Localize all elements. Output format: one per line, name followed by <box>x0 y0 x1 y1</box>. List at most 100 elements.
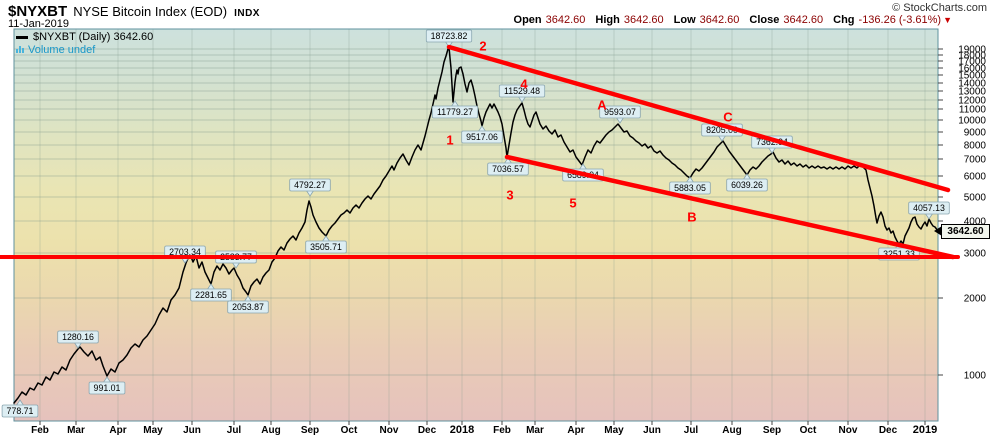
price-callout-11529.48: 11529.48 <box>498 84 546 103</box>
callout-box <box>57 330 99 344</box>
change-down-triangle-icon: ▼ <box>943 15 952 25</box>
volume-bars-icon <box>16 44 25 56</box>
y-axis-tick-label: 19000 <box>958 45 986 56</box>
volume-legend: Volume undef <box>16 44 95 56</box>
series-legend: $NYXBT (Daily) 3642.60 <box>16 31 153 43</box>
callout-box <box>599 105 641 119</box>
callout-price-text: 3251.33 <box>883 249 915 259</box>
ohlc-value-open: 3642.60 <box>545 14 586 26</box>
ohlc-label-high: High <box>595 14 620 26</box>
callout-price-text: 778.71 <box>7 406 34 416</box>
x-axis-tick-label: Nov <box>839 425 858 436</box>
callout-price-text: 1280.16 <box>62 332 94 342</box>
wave-label-B: B <box>687 210 696 225</box>
plot-area-background <box>14 29 938 421</box>
plot-border <box>13 28 939 422</box>
ohlc-label-open: Open <box>513 14 542 26</box>
price-callout-2281.65: 2281.65 <box>190 283 232 302</box>
ohlc-label-chg: Chg <box>833 14 855 26</box>
price-callout-2053.87: 2053.87 <box>227 295 269 314</box>
y-axis-tick-label: 17000 <box>958 57 986 68</box>
y-axis-tick-label: 5000 <box>964 193 987 204</box>
exchange-label: INDX <box>234 8 260 19</box>
wave-label-C: C <box>723 110 733 125</box>
callout-box <box>726 178 768 192</box>
callout-price-text: 7036.57 <box>492 164 524 174</box>
callout-price-text: 11529.48 <box>504 86 540 96</box>
callout-price-text: 4057.13 <box>913 203 945 213</box>
x-axis-tick-label: Aug <box>722 425 741 436</box>
instrument-name: NYSE Bitcoin Index (EOD) <box>73 4 228 19</box>
callout-price-text: 6039.26 <box>731 180 763 190</box>
callout-price-text: 2281.65 <box>195 290 227 300</box>
chart-title-row: $NYXBT NYSE Bitcoin Index (EOD) INDX <box>8 3 260 21</box>
x-axis-tick-label: Apr <box>567 425 584 436</box>
x-axis-tick-label: Jun <box>183 425 201 436</box>
x-axis-tick-label: Apr <box>109 425 126 436</box>
y-axis-tick-label: 10000 <box>958 116 986 127</box>
callout-price-text: 11779.27 <box>437 107 473 117</box>
x-axis-tick-label: Oct <box>800 425 817 436</box>
y-axis-tick-label: 6000 <box>964 172 987 183</box>
callout-box <box>431 105 479 119</box>
callout-price-text: 5883.05 <box>674 183 706 193</box>
callout-box <box>190 288 232 302</box>
callout-box <box>669 181 711 195</box>
y-axis-tick-label: 15000 <box>958 71 986 82</box>
wave-label-A: A <box>597 98 607 113</box>
wave-label-4: 4 <box>520 77 528 92</box>
x-axis-tick-label: Aug <box>261 425 280 436</box>
callout-box <box>487 162 529 176</box>
callout-box <box>305 240 347 254</box>
callout-box <box>498 84 546 98</box>
y-axis-tick-label: 11000 <box>959 105 987 116</box>
ohlc-label-close: Close <box>749 14 780 26</box>
x-axis-tick-label: Dec <box>418 425 437 436</box>
y-axis-tick-label: 9000 <box>964 128 987 139</box>
callout-price-text: 9517.06 <box>466 132 498 142</box>
wave-label-5: 5 <box>569 196 576 211</box>
ohlc-value-low: 3642.60 <box>699 14 740 26</box>
price-callout-4792.27: 4792.27 <box>289 178 331 197</box>
x-axis-tick-label: Jul <box>227 425 242 436</box>
wave-label-1: 1 <box>446 133 453 148</box>
price-callout-3505.71: 3505.71 <box>305 235 347 254</box>
ohlc-value-chg: -136.26 (-3.61%) <box>858 14 942 26</box>
y-axis-tick-label: 18000 <box>958 51 986 62</box>
x-axis-tick-label: Jun <box>643 425 661 436</box>
y-axis-tick-label: 1000 <box>964 371 987 382</box>
y-axis-tick-label: 16000 <box>958 64 986 75</box>
y-axis-tick-label: 4000 <box>964 217 987 228</box>
callout-price-text: 4792.27 <box>294 180 326 190</box>
price-callout-9593.07: 9593.07 <box>599 105 641 124</box>
stockcharts-copyright: © StockCharts.com <box>892 2 987 14</box>
x-axis-tick-label: Sep <box>763 425 781 436</box>
callout-price-text: 9593.07 <box>604 107 636 117</box>
price-callout-18723.82: 18723.82 <box>425 29 473 48</box>
callout-box <box>425 29 473 43</box>
price-callout-991.01: 991.01 <box>88 376 126 395</box>
wave-label-3: 3 <box>506 188 513 203</box>
price-line-series <box>13 46 939 404</box>
callout-price-text: 2053.87 <box>232 302 264 312</box>
x-axis-tick-label: Dec <box>879 425 898 436</box>
current-price-axis-box: 3642.60 <box>934 224 990 239</box>
y-axis-tick-label: 7000 <box>964 155 987 166</box>
x-axis-tick-label: Mar <box>67 425 85 436</box>
price-callout-7362.94: 7362.94 <box>751 135 793 154</box>
callout-box <box>1 404 39 418</box>
price-callout-6039.26: 6039.26 <box>726 173 768 192</box>
y-axis-tick-label: 12000 <box>958 96 986 107</box>
callout-price-text: 18723.82 <box>431 31 468 41</box>
ohlc-summary-row: Open 3642.60 High 3642.60 Low 3642.60 Close 364… <box>504 14 952 26</box>
callout-box <box>461 130 503 144</box>
callout-box <box>908 201 950 215</box>
x-axis-tick-label: May <box>604 425 624 436</box>
price-callout-778.71: 778.71 <box>1 399 39 418</box>
callout-box <box>88 381 126 395</box>
x-axis-tick-label: Jul <box>684 425 699 436</box>
y-axis-tick-label: 3000 <box>964 249 987 260</box>
callout-price-text: 3505.71 <box>310 242 342 252</box>
callout-price-text: 2703.34 <box>169 247 201 257</box>
